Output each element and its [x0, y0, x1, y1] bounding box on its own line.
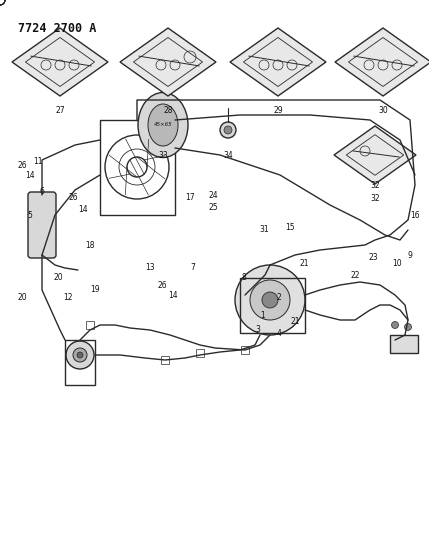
Text: 26: 26 — [17, 160, 27, 169]
Text: 13: 13 — [145, 263, 155, 272]
Text: 2: 2 — [277, 294, 281, 303]
Text: 8: 8 — [242, 273, 246, 282]
Text: 15: 15 — [285, 223, 295, 232]
Bar — [65, 340, 95, 385]
Text: 14: 14 — [25, 171, 35, 180]
Bar — [86, 321, 94, 329]
Ellipse shape — [138, 93, 188, 157]
Text: 33: 33 — [158, 150, 168, 159]
Text: 1: 1 — [261, 311, 266, 319]
Text: 14: 14 — [168, 290, 178, 300]
Ellipse shape — [148, 104, 178, 146]
Text: 10: 10 — [392, 259, 402, 268]
Bar — [390, 335, 418, 353]
Text: 5: 5 — [27, 211, 33, 220]
Polygon shape — [334, 126, 416, 184]
Bar — [196, 349, 204, 357]
Text: 21: 21 — [299, 259, 309, 268]
Text: 28: 28 — [163, 106, 173, 115]
Text: 23: 23 — [368, 254, 378, 262]
Text: 12: 12 — [63, 294, 73, 303]
Polygon shape — [230, 28, 326, 96]
Text: 14: 14 — [78, 206, 88, 214]
Text: 24: 24 — [208, 190, 218, 199]
Text: 21: 21 — [290, 318, 300, 327]
Text: 20: 20 — [53, 273, 63, 282]
Text: 25: 25 — [208, 203, 218, 212]
Circle shape — [220, 122, 236, 138]
Polygon shape — [12, 28, 108, 96]
Circle shape — [405, 324, 411, 330]
Polygon shape — [335, 28, 429, 96]
Text: 16: 16 — [410, 211, 420, 220]
Text: 32: 32 — [370, 181, 380, 190]
Text: 4: 4 — [277, 328, 281, 337]
Bar — [100, 120, 175, 215]
Circle shape — [66, 341, 94, 369]
Circle shape — [392, 321, 399, 328]
Text: 32: 32 — [370, 194, 380, 203]
Text: 6: 6 — [39, 188, 45, 197]
Text: 11: 11 — [33, 157, 43, 166]
Text: 9: 9 — [408, 251, 412, 260]
Text: 18: 18 — [85, 240, 95, 249]
Circle shape — [250, 280, 290, 320]
Text: 22: 22 — [350, 271, 360, 279]
Bar — [161, 356, 169, 364]
Text: 3: 3 — [256, 326, 260, 335]
Text: 7724 2700 A: 7724 2700 A — [18, 22, 97, 35]
FancyBboxPatch shape — [28, 192, 56, 258]
Text: 30: 30 — [378, 106, 388, 115]
Circle shape — [262, 292, 278, 308]
Polygon shape — [120, 28, 216, 96]
Text: 45×65: 45×65 — [154, 123, 172, 127]
Circle shape — [73, 348, 87, 362]
Text: 29: 29 — [273, 106, 283, 115]
Text: 20: 20 — [17, 294, 27, 303]
Circle shape — [224, 126, 232, 134]
Circle shape — [77, 352, 83, 358]
Text: 19: 19 — [90, 286, 100, 295]
Text: 17: 17 — [185, 193, 195, 203]
Text: 31: 31 — [259, 225, 269, 235]
Bar — [241, 346, 249, 354]
Text: 26: 26 — [68, 193, 78, 203]
Circle shape — [235, 265, 305, 335]
Text: 26: 26 — [157, 280, 167, 289]
Text: 34: 34 — [223, 150, 233, 159]
Bar — [240, 278, 305, 333]
Text: 7: 7 — [190, 263, 196, 272]
Text: 27: 27 — [55, 106, 65, 115]
